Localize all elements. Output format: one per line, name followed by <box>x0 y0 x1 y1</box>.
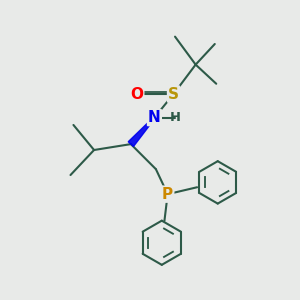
Text: P: P <box>162 187 173 202</box>
Text: N: N <box>148 110 161 125</box>
Polygon shape <box>128 117 155 146</box>
Text: O: O <box>130 87 143 102</box>
Text: H: H <box>169 111 181 124</box>
Text: S: S <box>168 87 179 102</box>
